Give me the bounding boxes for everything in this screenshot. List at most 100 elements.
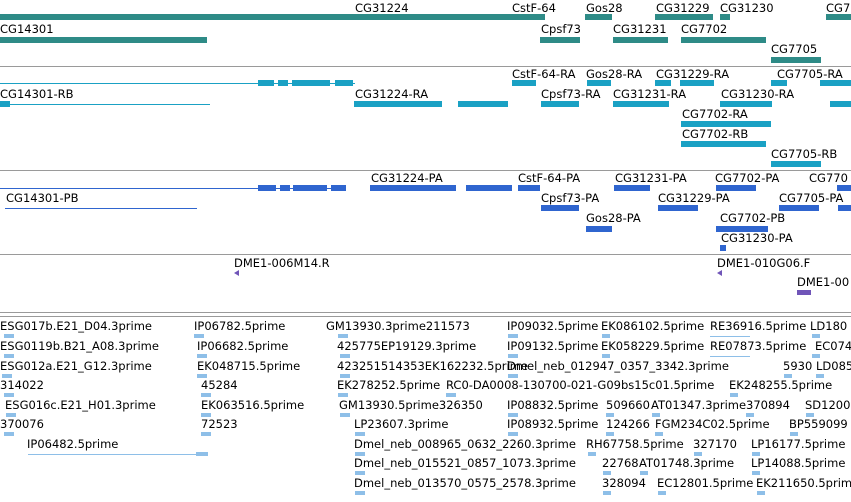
gene-bar[interactable] [655, 14, 713, 20]
est-label[interactable]: LD085 [816, 359, 851, 373]
est-label[interactable]: ESG017b.E21_D04.3prime [0, 319, 152, 333]
exon[interactable] [541, 205, 579, 211]
est-label[interactable]: 370076 [0, 417, 44, 431]
exon[interactable] [771, 80, 787, 86]
est-label[interactable]: GM13930.5prime326350 [339, 398, 483, 412]
est-label[interactable]: 425775EP19129.3prime [337, 339, 477, 353]
gene-label[interactable]: CG7 [826, 1, 851, 15]
est-marker[interactable] [194, 334, 204, 338]
protein-label[interactable]: CG31224-PA [371, 171, 443, 185]
clone-marker[interactable] [797, 290, 811, 295]
exon[interactable] [0, 101, 10, 107]
est-marker[interactable] [812, 354, 820, 358]
gene-bar[interactable] [0, 14, 545, 20]
est-marker[interactable] [746, 413, 754, 417]
gene-label[interactable]: CG31229 [656, 1, 710, 15]
exon[interactable] [335, 80, 353, 86]
exon[interactable] [655, 80, 671, 86]
est-marker[interactable] [201, 413, 211, 417]
est-marker[interactable] [730, 393, 738, 397]
est-label[interactable]: EC12801.5prime [657, 476, 754, 490]
transcript-label[interactable]: CG7702-RB [682, 127, 749, 141]
clone-label[interactable]: DME1-010G06.F [717, 256, 811, 270]
transcript-label[interactable]: CG7702-RA [682, 107, 748, 121]
est-label[interactable]: Dmel_neb_012947_0357_3342.3prime [507, 359, 729, 373]
exon[interactable] [466, 185, 512, 191]
exon[interactable] [586, 226, 612, 232]
est-marker[interactable] [784, 374, 792, 378]
gene-bar[interactable] [720, 14, 730, 20]
est-marker[interactable] [603, 471, 611, 475]
gene-label[interactable]: CG7705 [771, 42, 818, 56]
gene-label[interactable]: CG7702 [681, 22, 728, 36]
gene-bar[interactable] [0, 37, 207, 43]
exon[interactable] [458, 101, 508, 107]
gene-label[interactable]: CG31224 [355, 1, 409, 15]
est-label[interactable]: ESG0119b.B21_A08.3prime [0, 339, 159, 353]
exon[interactable] [587, 80, 611, 86]
est-label[interactable]: EK211650.5prime [756, 476, 851, 490]
transcript-label[interactable]: CG31229-RA [656, 67, 730, 81]
est-marker[interactable] [4, 334, 14, 338]
est-marker[interactable] [355, 491, 365, 495]
est-label[interactable]: 124266 [606, 417, 650, 431]
exon[interactable] [771, 161, 821, 167]
exon[interactable] [830, 101, 851, 107]
exon[interactable] [331, 185, 346, 191]
protein-label[interactable]: CG7702-PB [720, 211, 786, 225]
est-marker[interactable] [197, 354, 207, 358]
est-label[interactable]: SD1200 [805, 398, 851, 412]
exon[interactable] [658, 205, 698, 211]
est-marker[interactable] [338, 334, 348, 338]
est-label[interactable]: EK278252.5prime [337, 378, 441, 392]
protein-label[interactable]: CG7702-PA [715, 171, 780, 185]
gene-label[interactable]: CG31230 [720, 1, 774, 15]
protein-label[interactable]: CG7705-PA [779, 191, 844, 205]
exon[interactable] [716, 185, 756, 191]
exon[interactable] [614, 185, 650, 191]
exon[interactable] [518, 185, 540, 191]
exon[interactable] [293, 185, 327, 191]
protein-label[interactable]: CG31229-PA [658, 191, 730, 205]
gene-bar[interactable] [771, 57, 821, 63]
est-marker[interactable] [508, 334, 518, 338]
gene-label[interactable]: Gos28 [586, 1, 623, 15]
est-marker[interactable] [2, 374, 12, 378]
exon[interactable] [681, 141, 766, 147]
clone-marker[interactable] [717, 270, 722, 276]
est-marker[interactable] [201, 393, 211, 397]
est-marker[interactable] [658, 491, 666, 495]
est-label[interactable]: 509660 [606, 398, 650, 412]
est-label[interactable]: EK063516.5prime [201, 398, 305, 412]
est-label[interactable]: BP559099 [789, 417, 848, 431]
est-label[interactable]: LP23607.3prime [354, 417, 449, 431]
est-label[interactable]: RC0-DA0008-130700-021-G09bs15c01.5prime [446, 378, 715, 392]
est-marker[interactable] [508, 432, 518, 436]
est-label[interactable]: RH67758.5prime [586, 437, 684, 451]
est-label[interactable]: RE36916.5prime [710, 319, 807, 333]
exon[interactable] [681, 121, 771, 127]
est-label[interactable]: IP06482.5prime [27, 437, 119, 451]
est-label[interactable]: 328094 [602, 476, 646, 490]
exon[interactable] [278, 80, 288, 86]
est-label[interactable]: AT01347.3prime [651, 398, 747, 412]
est-label[interactable]: RE07873.5prime [710, 339, 807, 353]
est-marker[interactable] [508, 374, 518, 378]
est-marker[interactable] [4, 354, 14, 358]
est-marker[interactable] [603, 491, 611, 495]
exon[interactable] [258, 80, 274, 86]
protein-label[interactable]: Cpsf73-PA [541, 191, 600, 205]
est-marker[interactable] [652, 413, 660, 417]
gene-bar[interactable] [681, 37, 766, 43]
est-label[interactable]: ESG016c.E21_H01.3prime [5, 398, 156, 412]
est-label[interactable]: 423251514353EK162232.5prime [337, 359, 528, 373]
est-label[interactable]: EK248255.5prime [729, 378, 833, 392]
est-marker[interactable] [602, 354, 610, 358]
est-marker[interactable] [606, 413, 614, 417]
exon[interactable] [680, 80, 714, 86]
gene-label[interactable]: CstF-64 [512, 1, 556, 15]
est-label[interactable]: 22768 [602, 456, 639, 470]
est-marker[interactable] [446, 393, 456, 397]
est-marker[interactable] [602, 334, 610, 338]
est-label[interactable]: 314022 [0, 378, 44, 392]
